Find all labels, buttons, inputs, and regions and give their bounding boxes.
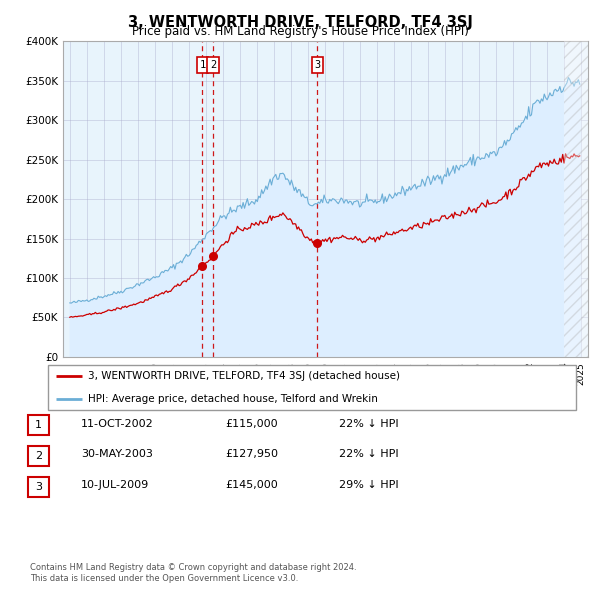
Text: This data is licensed under the Open Government Licence v3.0.: This data is licensed under the Open Gov… (30, 574, 298, 583)
Text: 1: 1 (199, 60, 206, 70)
FancyBboxPatch shape (28, 477, 49, 497)
Text: 3: 3 (314, 60, 320, 70)
Text: HPI: Average price, detached house, Telford and Wrekin: HPI: Average price, detached house, Telf… (88, 394, 377, 404)
Text: 29% ↓ HPI: 29% ↓ HPI (339, 480, 398, 490)
Text: 10-JUL-2009: 10-JUL-2009 (81, 480, 149, 490)
Text: Price paid vs. HM Land Registry's House Price Index (HPI): Price paid vs. HM Land Registry's House … (131, 25, 469, 38)
FancyBboxPatch shape (48, 365, 576, 410)
Text: £115,000: £115,000 (225, 419, 278, 428)
Text: 1: 1 (35, 421, 42, 430)
Text: 11-OCT-2002: 11-OCT-2002 (81, 419, 154, 428)
Bar (564, 41, 588, 357)
Text: 3, WENTWORTH DRIVE, TELFORD, TF4 3SJ: 3, WENTWORTH DRIVE, TELFORD, TF4 3SJ (128, 15, 472, 30)
Text: Contains HM Land Registry data © Crown copyright and database right 2024.: Contains HM Land Registry data © Crown c… (30, 563, 356, 572)
Text: 3: 3 (35, 482, 42, 491)
Text: 22% ↓ HPI: 22% ↓ HPI (339, 450, 398, 459)
Text: 22% ↓ HPI: 22% ↓ HPI (339, 419, 398, 428)
Text: £145,000: £145,000 (225, 480, 278, 490)
Text: 30-MAY-2003: 30-MAY-2003 (81, 450, 153, 459)
Text: 2: 2 (210, 60, 216, 70)
Text: 3, WENTWORTH DRIVE, TELFORD, TF4 3SJ (detached house): 3, WENTWORTH DRIVE, TELFORD, TF4 3SJ (de… (88, 371, 400, 381)
Text: £127,950: £127,950 (225, 450, 278, 459)
Text: 2: 2 (35, 451, 42, 461)
FancyBboxPatch shape (28, 446, 49, 466)
FancyBboxPatch shape (28, 415, 49, 435)
